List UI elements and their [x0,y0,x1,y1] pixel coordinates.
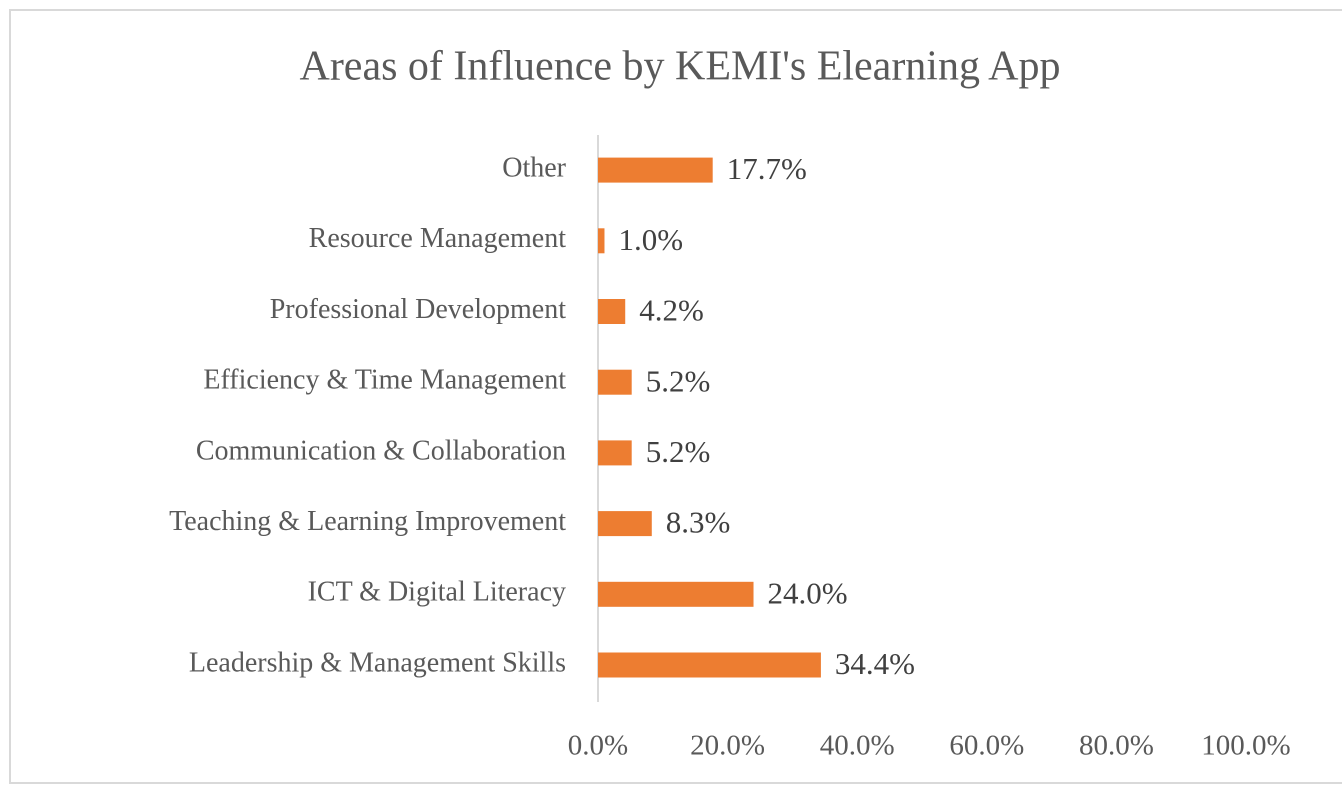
bar [598,652,821,678]
y-tick-label: ICT & Digital Literacy [308,577,566,608]
x-tick-label: 0.0% [568,730,628,762]
data-label: 24.0% [768,575,848,610]
bar [598,581,754,607]
data-label: 5.2% [646,434,711,469]
data-label: 34.4% [835,646,915,681]
bar [598,299,626,324]
bar [598,369,632,395]
x-tick-label: 20.0% [690,730,765,762]
y-tick-label: Teaching & Learning Improvement [169,506,566,537]
data-label: 17.7% [727,151,807,186]
y-tick-label: Efficiency & Time Management [203,365,566,396]
y-tick-label: Professional Development [270,294,566,325]
bar [598,511,652,537]
chart-title: Areas of Influence by KEMI's Elearning A… [299,44,1060,90]
y-tick-label: Resource Management [309,223,567,254]
data-label: 4.2% [639,293,704,328]
x-tick-label: 80.0% [1079,730,1154,762]
x-tick-label: 40.0% [820,730,895,762]
bar [598,228,605,254]
bar [598,157,713,183]
data-label: 8.3% [666,505,731,540]
x-tick-label: 100.0% [1201,730,1290,762]
y-tick-label: Other [502,153,566,184]
y-tick-label: Leadership & Management Skills [189,647,566,678]
data-label: 5.2% [646,363,711,398]
y-tick-label: Communication & Collaboration [196,435,566,466]
bar [598,440,632,466]
data-label: 1.0% [618,222,683,257]
x-tick-label: 60.0% [949,730,1024,762]
